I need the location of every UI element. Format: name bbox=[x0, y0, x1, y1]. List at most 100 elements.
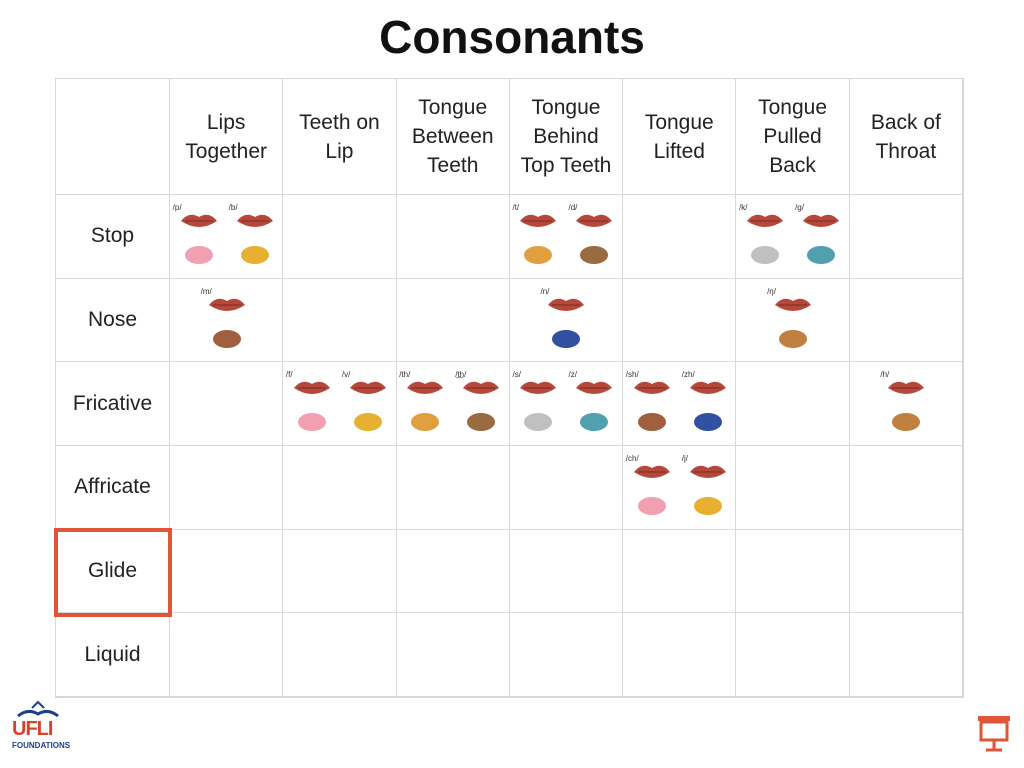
table-cell bbox=[396, 195, 510, 279]
table-cell bbox=[283, 613, 397, 697]
sound-illustration bbox=[803, 214, 840, 264]
table-cell bbox=[623, 195, 737, 279]
logo-book bbox=[17, 700, 59, 718]
highlight-box bbox=[54, 528, 172, 617]
table-cell bbox=[509, 613, 624, 697]
table-cell: /sh/ /zh/ bbox=[623, 362, 737, 446]
row-header: Stop bbox=[56, 195, 170, 279]
table-cell bbox=[623, 278, 737, 363]
table-cell: /ŋ/ bbox=[736, 278, 850, 363]
sound-entry: /g/ bbox=[795, 199, 847, 275]
sound-entry: /z/ bbox=[568, 366, 620, 442]
sound-entry: /n/ bbox=[540, 283, 592, 359]
sound-entry: /s/ bbox=[512, 366, 564, 442]
table-cell bbox=[849, 278, 963, 363]
phoneme-label: /n/ bbox=[540, 286, 550, 296]
table-cell: /t/ /d/ bbox=[509, 195, 624, 279]
table-cell bbox=[396, 613, 510, 697]
table-cell bbox=[509, 529, 624, 614]
sound-entry: /k/ bbox=[739, 199, 791, 275]
phoneme-label: /g/ bbox=[795, 203, 804, 212]
table-cell: /n/ bbox=[509, 278, 624, 363]
sound-illustration bbox=[689, 465, 726, 515]
phoneme-label: /s/ bbox=[512, 370, 521, 380]
table-cell bbox=[396, 529, 510, 614]
sound-entry: /zh/ bbox=[682, 366, 734, 442]
sound-illustration bbox=[633, 382, 670, 432]
column-header: Tongue Between Teeth bbox=[396, 79, 510, 195]
sound-illustration bbox=[520, 382, 557, 432]
sound-entry: /h/ bbox=[880, 366, 932, 442]
sound-entry: /th/ bbox=[399, 366, 451, 442]
column-header: Lips Together bbox=[170, 79, 284, 195]
table-cell bbox=[283, 446, 397, 530]
table-cell: /m/ bbox=[170, 278, 284, 363]
sound-entry: /d/ bbox=[568, 199, 620, 275]
sound-illustration bbox=[576, 214, 613, 264]
table-cell bbox=[170, 613, 284, 697]
sound-illustration bbox=[633, 465, 670, 515]
phoneme-label: /th/ bbox=[399, 370, 411, 380]
phoneme-label: /v/ bbox=[341, 370, 351, 380]
table-cell bbox=[736, 529, 850, 614]
sound-illustration bbox=[520, 214, 557, 264]
phoneme-label: /b/ bbox=[228, 203, 238, 212]
sound-illustration bbox=[747, 214, 784, 264]
sound-illustration bbox=[236, 214, 273, 264]
table-cell bbox=[736, 362, 850, 446]
table-cell bbox=[849, 195, 963, 279]
consonant-table: Lips Together Teeth on Lip Tongue Between … bbox=[55, 78, 964, 698]
phoneme-label: /z/ bbox=[568, 370, 577, 380]
phoneme-label: /p/ bbox=[172, 203, 182, 212]
phoneme-label: /ŋ/ bbox=[767, 286, 776, 296]
phoneme-label: /zh/ bbox=[681, 370, 695, 380]
sound-entry: /f/ bbox=[286, 366, 338, 442]
sound-entry: /v/ bbox=[342, 366, 394, 442]
table-cell bbox=[736, 446, 850, 530]
phoneme-label: /t/ bbox=[512, 203, 520, 212]
table-cell: /s/ /z/ bbox=[509, 362, 624, 446]
logo-text: UFLI bbox=[12, 718, 53, 740]
phoneme-label: /f/ bbox=[285, 370, 293, 380]
row-header: Nose bbox=[56, 278, 170, 363]
phoneme-label: /k/ bbox=[739, 203, 748, 212]
sound-illustration bbox=[775, 298, 812, 348]
table-cell bbox=[736, 613, 850, 697]
row-header: Affricate bbox=[56, 446, 170, 530]
sound-illustration bbox=[293, 382, 330, 432]
table-cell bbox=[623, 613, 737, 697]
sound-entry: /m/ bbox=[201, 283, 253, 359]
sound-illustration bbox=[689, 382, 726, 432]
table-cell bbox=[396, 278, 510, 363]
table-cell: /th/ /t͟h/ bbox=[396, 362, 510, 446]
sound-illustration bbox=[888, 382, 925, 432]
column-header: Tongue Pulled Back bbox=[736, 79, 850, 195]
sound-illustration bbox=[208, 298, 245, 348]
table-cell bbox=[283, 195, 397, 279]
sound-illustration bbox=[548, 298, 585, 348]
table-cell bbox=[170, 529, 284, 614]
table-cell: /p/ /b/ bbox=[170, 195, 284, 279]
table-cell bbox=[283, 278, 397, 363]
table-cell: /f/ /v/ bbox=[283, 362, 397, 446]
row-header: Fricative bbox=[56, 362, 170, 446]
table-cell bbox=[396, 446, 510, 530]
sound-entry: /t͟h/ bbox=[455, 366, 507, 442]
sound-entry: /ŋ/ bbox=[767, 283, 819, 359]
corner-cell bbox=[56, 79, 170, 195]
table-cell: /k/ /g/ bbox=[736, 195, 850, 279]
phoneme-label: /t͟h/ bbox=[455, 370, 467, 380]
table-cell bbox=[849, 613, 963, 697]
table-cell bbox=[170, 446, 284, 530]
phoneme-label: /sh/ bbox=[625, 370, 639, 380]
logo: UFLI FOUNDATIONS bbox=[12, 700, 70, 756]
sound-entry: /t/ bbox=[512, 199, 564, 275]
table-cell bbox=[170, 362, 284, 446]
table-cell bbox=[509, 446, 624, 530]
sound-entry: /sh/ bbox=[626, 366, 678, 442]
table-cell bbox=[623, 529, 737, 614]
sound-entry: /ch/ bbox=[626, 450, 678, 526]
sound-entry: /b/ bbox=[229, 199, 281, 275]
phoneme-label: /d/ bbox=[568, 203, 578, 212]
